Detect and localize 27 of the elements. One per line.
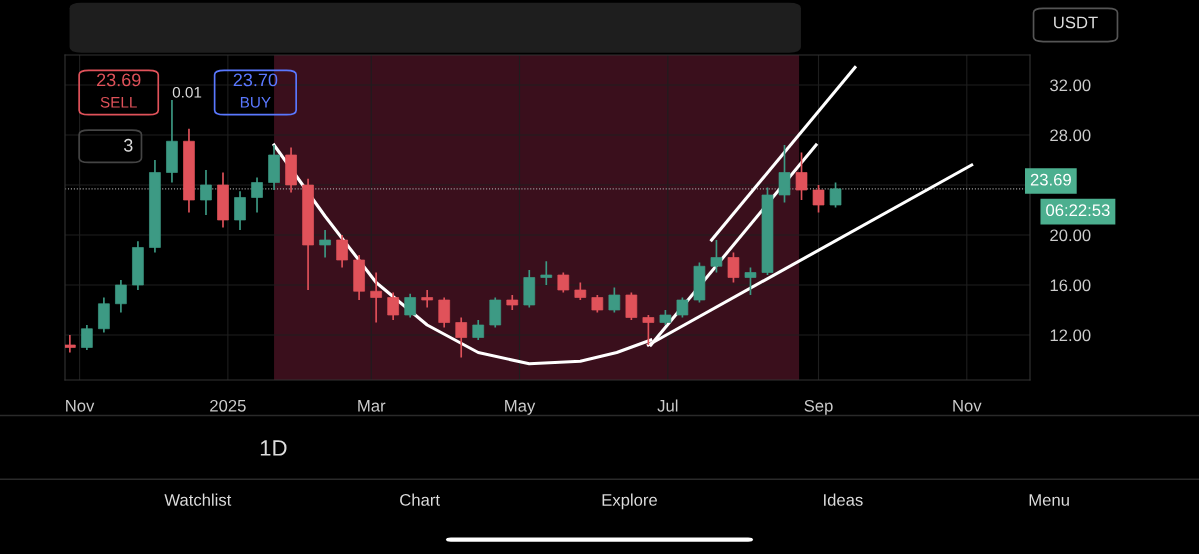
y-tick-label: 20.00 bbox=[1050, 229, 1091, 242]
text: Watchlist bbox=[164, 493, 232, 506]
y-tick-label: 32.00 bbox=[1050, 79, 1091, 92]
text: Chart bbox=[400, 493, 440, 506]
ref-line-label: 23.69 bbox=[1030, 173, 1071, 186]
x-tick-label: Mar bbox=[358, 400, 386, 412]
x-tick-label: 2025 bbox=[210, 399, 246, 412]
x-tick-label: Nov bbox=[66, 400, 95, 412]
annotation: BUY bbox=[240, 97, 271, 108]
x-tick-label: Jul bbox=[657, 399, 678, 412]
y-tick-label: 28.00 bbox=[1050, 129, 1091, 142]
annotation: 0.01 bbox=[172, 86, 202, 98]
text: Ideas bbox=[824, 493, 863, 506]
text: 1D bbox=[260, 440, 287, 456]
x-tick-label: Sep bbox=[804, 399, 833, 415]
x-tick-label: Nov bbox=[953, 400, 982, 412]
y-tick-label: 12.00 bbox=[1050, 329, 1091, 342]
text: 06:22:53 bbox=[1046, 204, 1110, 217]
annotation: SELL bbox=[100, 96, 137, 108]
text: Menu bbox=[1029, 494, 1069, 506]
text: USDT bbox=[1054, 16, 1098, 29]
annotation: 23.70 bbox=[233, 73, 278, 87]
text: Explore bbox=[602, 493, 657, 510]
annotation: 23.69 bbox=[97, 73, 141, 87]
x-tick-label: May bbox=[505, 400, 536, 415]
annotation: 3 bbox=[123, 138, 133, 152]
y-tick-label: 16.00 bbox=[1050, 279, 1091, 292]
